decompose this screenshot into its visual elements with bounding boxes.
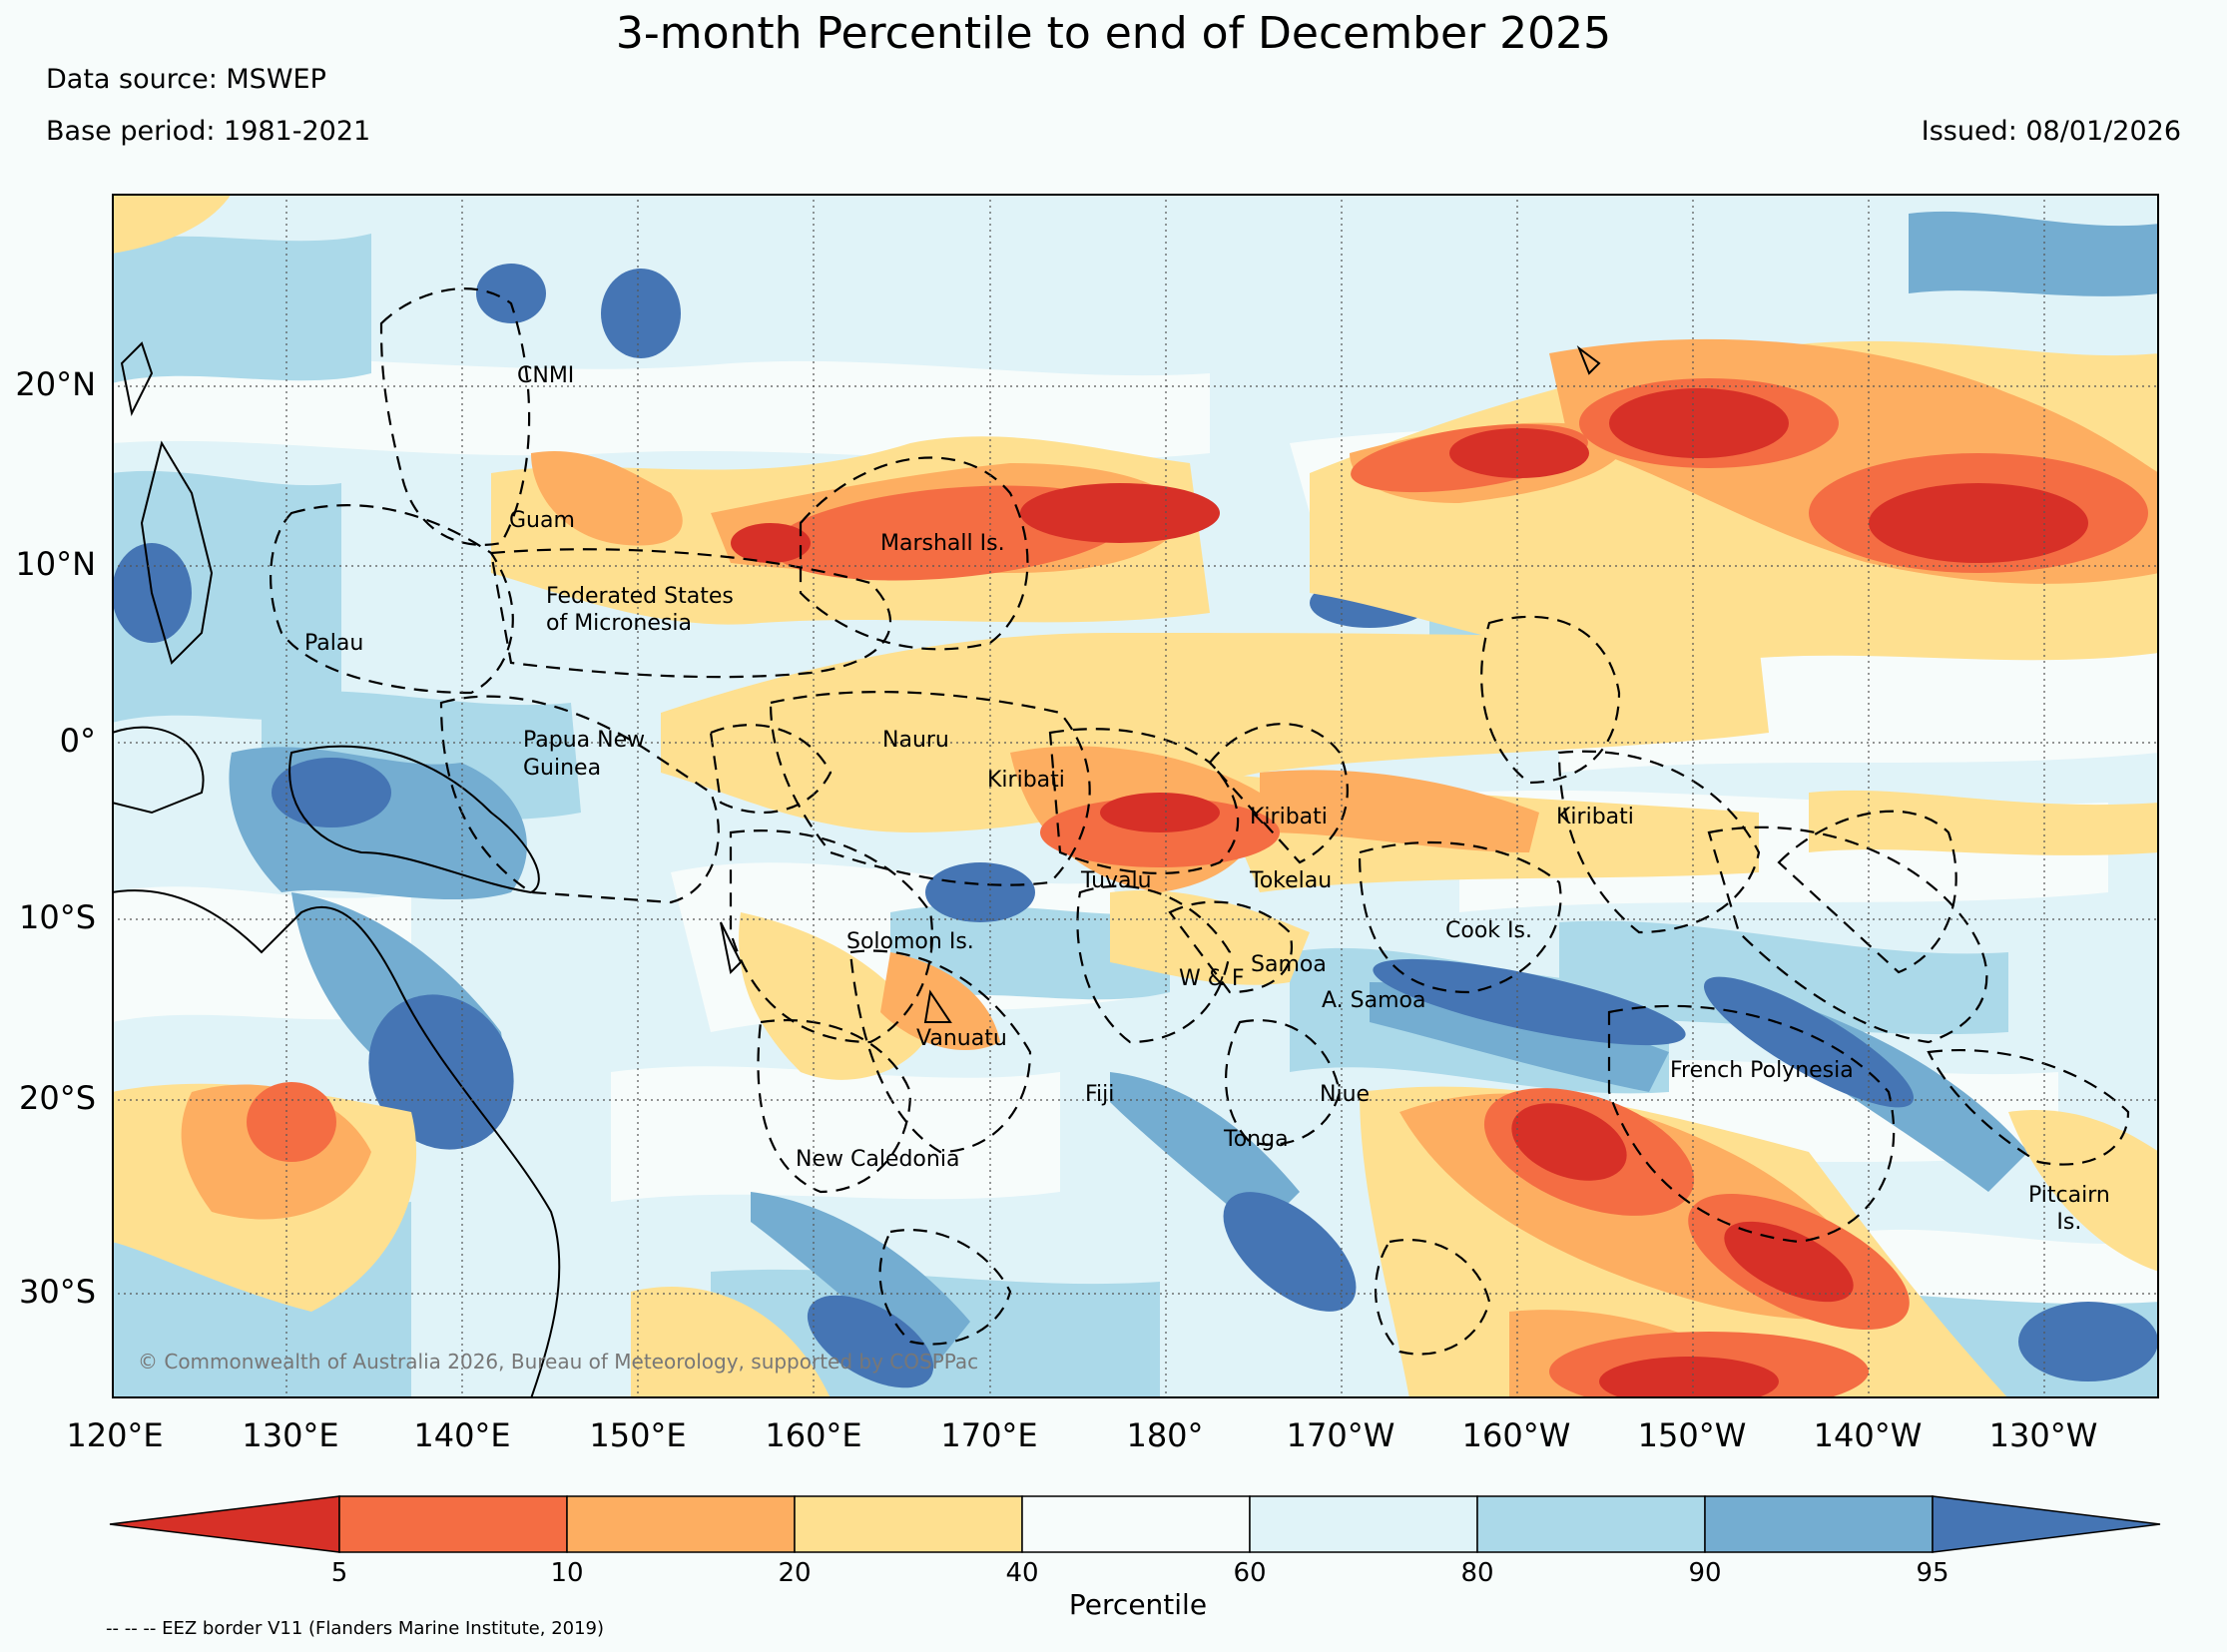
dry-below-5-areas bbox=[731, 388, 2088, 1398]
colorbar bbox=[109, 1495, 2161, 1553]
lon-tick-130w: 130°W bbox=[1988, 1416, 2098, 1454]
label-marshall-islands: Marshall Is. bbox=[880, 531, 1005, 556]
label-nauru: Nauru bbox=[882, 728, 949, 753]
percentile-map: CNMI Guam Marshall Is. Federated States … bbox=[112, 194, 2159, 1398]
lat-tick-20n: 20°N bbox=[15, 365, 96, 403]
label-new-caledonia: New Caledonia bbox=[796, 1147, 960, 1172]
copyright-notice: © Commonwealth of Australia 2026, Bureau… bbox=[138, 1350, 979, 1374]
lon-tick-120e: 120°E bbox=[66, 1416, 164, 1454]
map-border bbox=[112, 194, 2159, 1398]
colorbar-arrow-high bbox=[1932, 1495, 2161, 1553]
colorbar-label: Percentile bbox=[1068, 1588, 1208, 1621]
wet-above-95-areas bbox=[112, 264, 2158, 1388]
label-wallis-futuna: W & F bbox=[1179, 966, 1245, 991]
map-canvas bbox=[112, 194, 2159, 1398]
lon-tick-160w: 160°W bbox=[1461, 1416, 1571, 1454]
lon-tick-170w: 170°W bbox=[1286, 1416, 1395, 1454]
label-niue: Niue bbox=[1320, 1082, 1371, 1107]
label-kiribati-central: Kiribati bbox=[1250, 805, 1328, 829]
colorbar-segment-60-80 bbox=[1249, 1495, 1478, 1553]
label-papua-new-guinea: Papua New Guinea bbox=[523, 728, 646, 781]
colorbar-segment-10-20 bbox=[566, 1495, 796, 1553]
lon-tick-180: 180° bbox=[1126, 1416, 1204, 1454]
label-vanuatu: Vanuatu bbox=[916, 1026, 1007, 1051]
label-fsm: Federated States of Micronesia bbox=[546, 584, 734, 636]
colorbar-tick-80: 80 bbox=[1460, 1558, 1494, 1588]
lat-tick-0: 0° bbox=[59, 722, 96, 760]
lon-tick-150w: 150°W bbox=[1637, 1416, 1747, 1454]
base-period: Base period: 1981-2021 bbox=[46, 116, 371, 147]
label-american-samoa: A. Samoa bbox=[1322, 988, 1426, 1013]
colorbar-tick-5: 5 bbox=[330, 1558, 348, 1588]
colorbar-arrow-low bbox=[109, 1495, 340, 1553]
label-french-polynesia: French Polynesia bbox=[1670, 1058, 1854, 1083]
label-pitcairn: Pitcairn Is. bbox=[2028, 1183, 2110, 1235]
label-tonga: Tonga bbox=[1224, 1127, 1289, 1152]
lat-tick-10n: 10°N bbox=[15, 545, 96, 583]
label-kiribati-east: Kiribati bbox=[1556, 805, 1634, 829]
coastlines bbox=[112, 341, 1601, 1398]
issued-date: Issued: 08/01/2026 bbox=[1921, 116, 2181, 147]
eez-note: -- -- -- EEZ border V11 (Flanders Marine… bbox=[106, 1618, 605, 1639]
lon-tick-140e: 140°E bbox=[413, 1416, 511, 1454]
label-guam: Guam bbox=[509, 508, 575, 533]
lon-tick-170e: 170°E bbox=[940, 1416, 1038, 1454]
lon-tick-150e: 150°E bbox=[589, 1416, 687, 1454]
colorbar-tick-20: 20 bbox=[778, 1558, 812, 1588]
colorbar-tick-95: 95 bbox=[1916, 1558, 1949, 1588]
data-source: Data source: MSWEP bbox=[46, 64, 326, 95]
lon-tick-140w: 140°W bbox=[1813, 1416, 1923, 1454]
lon-tick-130e: 130°E bbox=[242, 1416, 339, 1454]
map-title: 3-month Percentile to end of December 20… bbox=[615, 8, 1612, 59]
label-kiribati-west: Kiribati bbox=[987, 768, 1065, 793]
colorbar-tick-60: 60 bbox=[1233, 1558, 1267, 1588]
lon-tick-160e: 160°E bbox=[765, 1416, 862, 1454]
lat-tick-10s: 10°S bbox=[18, 898, 96, 936]
label-tuvalu: Tuvalu bbox=[1081, 868, 1152, 893]
label-tokelau: Tokelau bbox=[1250, 868, 1333, 893]
label-fiji: Fiji bbox=[1085, 1082, 1115, 1107]
colorbar-segment-20-40 bbox=[794, 1495, 1023, 1553]
colorbar-segment-80-90 bbox=[1476, 1495, 1706, 1553]
lat-tick-30s: 30°S bbox=[18, 1273, 96, 1311]
colorbar-segment-5-10 bbox=[338, 1495, 568, 1553]
label-cook-islands: Cook Is. bbox=[1445, 918, 1532, 943]
colorbar-segment-40-60 bbox=[1021, 1495, 1251, 1553]
colorbar-tick-10: 10 bbox=[550, 1558, 584, 1588]
eez-borders bbox=[270, 287, 2130, 1356]
colorbar-segment-90-95 bbox=[1704, 1495, 1934, 1553]
label-solomon-islands: Solomon Is. bbox=[846, 929, 974, 954]
label-cnmi: CNMI bbox=[517, 363, 575, 388]
lat-tick-20s: 20°S bbox=[18, 1079, 96, 1117]
label-samoa: Samoa bbox=[1251, 952, 1327, 977]
colorbar-tick-40: 40 bbox=[1005, 1558, 1039, 1588]
colorbar-tick-90: 90 bbox=[1688, 1558, 1722, 1588]
label-palau: Palau bbox=[304, 631, 364, 656]
